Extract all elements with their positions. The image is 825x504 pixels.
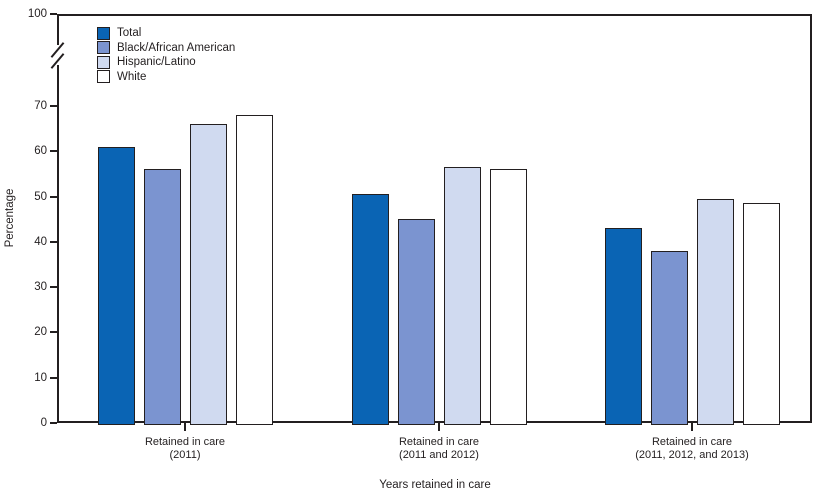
y-tick-label: 10 <box>34 371 47 384</box>
y-tick-mark <box>50 331 57 334</box>
y-tick-label: 40 <box>34 235 47 248</box>
y-tick-label: 100 <box>27 8 47 20</box>
y-tick-label: 30 <box>34 281 47 294</box>
legend-swatch <box>97 55 110 69</box>
x-category-label: Retained in care (2011, 2012, and 2013) <box>635 436 749 461</box>
y-tick-mark <box>50 422 57 424</box>
legend-swatch <box>97 70 110 84</box>
y-tick-label: 50 <box>34 190 47 203</box>
x-category-label: Retained in care (2011 and 2012) <box>398 436 480 461</box>
y-tick-mark <box>50 240 57 243</box>
legend-swatch <box>97 41 110 55</box>
y-tick-label: 20 <box>34 326 47 339</box>
y-tick-mark <box>50 105 57 107</box>
legend-swatch <box>97 26 110 40</box>
legend-item: Total <box>97 26 235 41</box>
bar-black-african-american <box>397 219 435 425</box>
bar-hispanic-latino <box>189 124 227 425</box>
legend-label: Hispanic/Latino <box>117 56 196 69</box>
legend-label: Total <box>117 27 142 40</box>
bar-hispanic-latino <box>443 167 481 425</box>
bar-white <box>235 115 273 425</box>
legend-item: Black/African American <box>97 41 235 56</box>
legend-item: White <box>97 70 235 85</box>
bar-hispanic-latino <box>696 198 734 425</box>
y-tick-mark <box>50 13 57 15</box>
bar-total <box>604 228 642 425</box>
y-tick-mark <box>50 195 57 198</box>
y-axis-break-gap <box>54 45 62 65</box>
bar-black-african-american <box>143 169 181 425</box>
bar-white <box>742 203 780 425</box>
bar-white <box>489 169 527 425</box>
y-tick-mark <box>50 150 57 153</box>
legend-label: White <box>117 70 147 83</box>
legend-item: Hispanic/Latino <box>97 55 235 70</box>
x-axis-title: Years retained in care <box>379 479 491 491</box>
bar-black-african-american <box>650 250 688 425</box>
y-axis-title: Percentage <box>4 188 16 248</box>
y-tick-mark <box>50 376 57 379</box>
x-tick-mark <box>691 423 693 431</box>
bar-total <box>351 194 389 425</box>
legend: Total Black/African American Hispanic/Lati… <box>97 26 235 84</box>
x-category-label: Retained in care (2011) <box>144 436 226 461</box>
legend-label: Black/African American <box>117 41 236 54</box>
y-tick-label: 70 <box>34 100 47 112</box>
x-tick-mark <box>438 423 440 431</box>
y-tick-mark <box>50 286 57 289</box>
x-tick-mark <box>184 423 186 431</box>
y-tick-label: 60 <box>34 145 47 158</box>
y-tick-label: 0 <box>40 417 47 429</box>
bar-total <box>97 146 135 425</box>
